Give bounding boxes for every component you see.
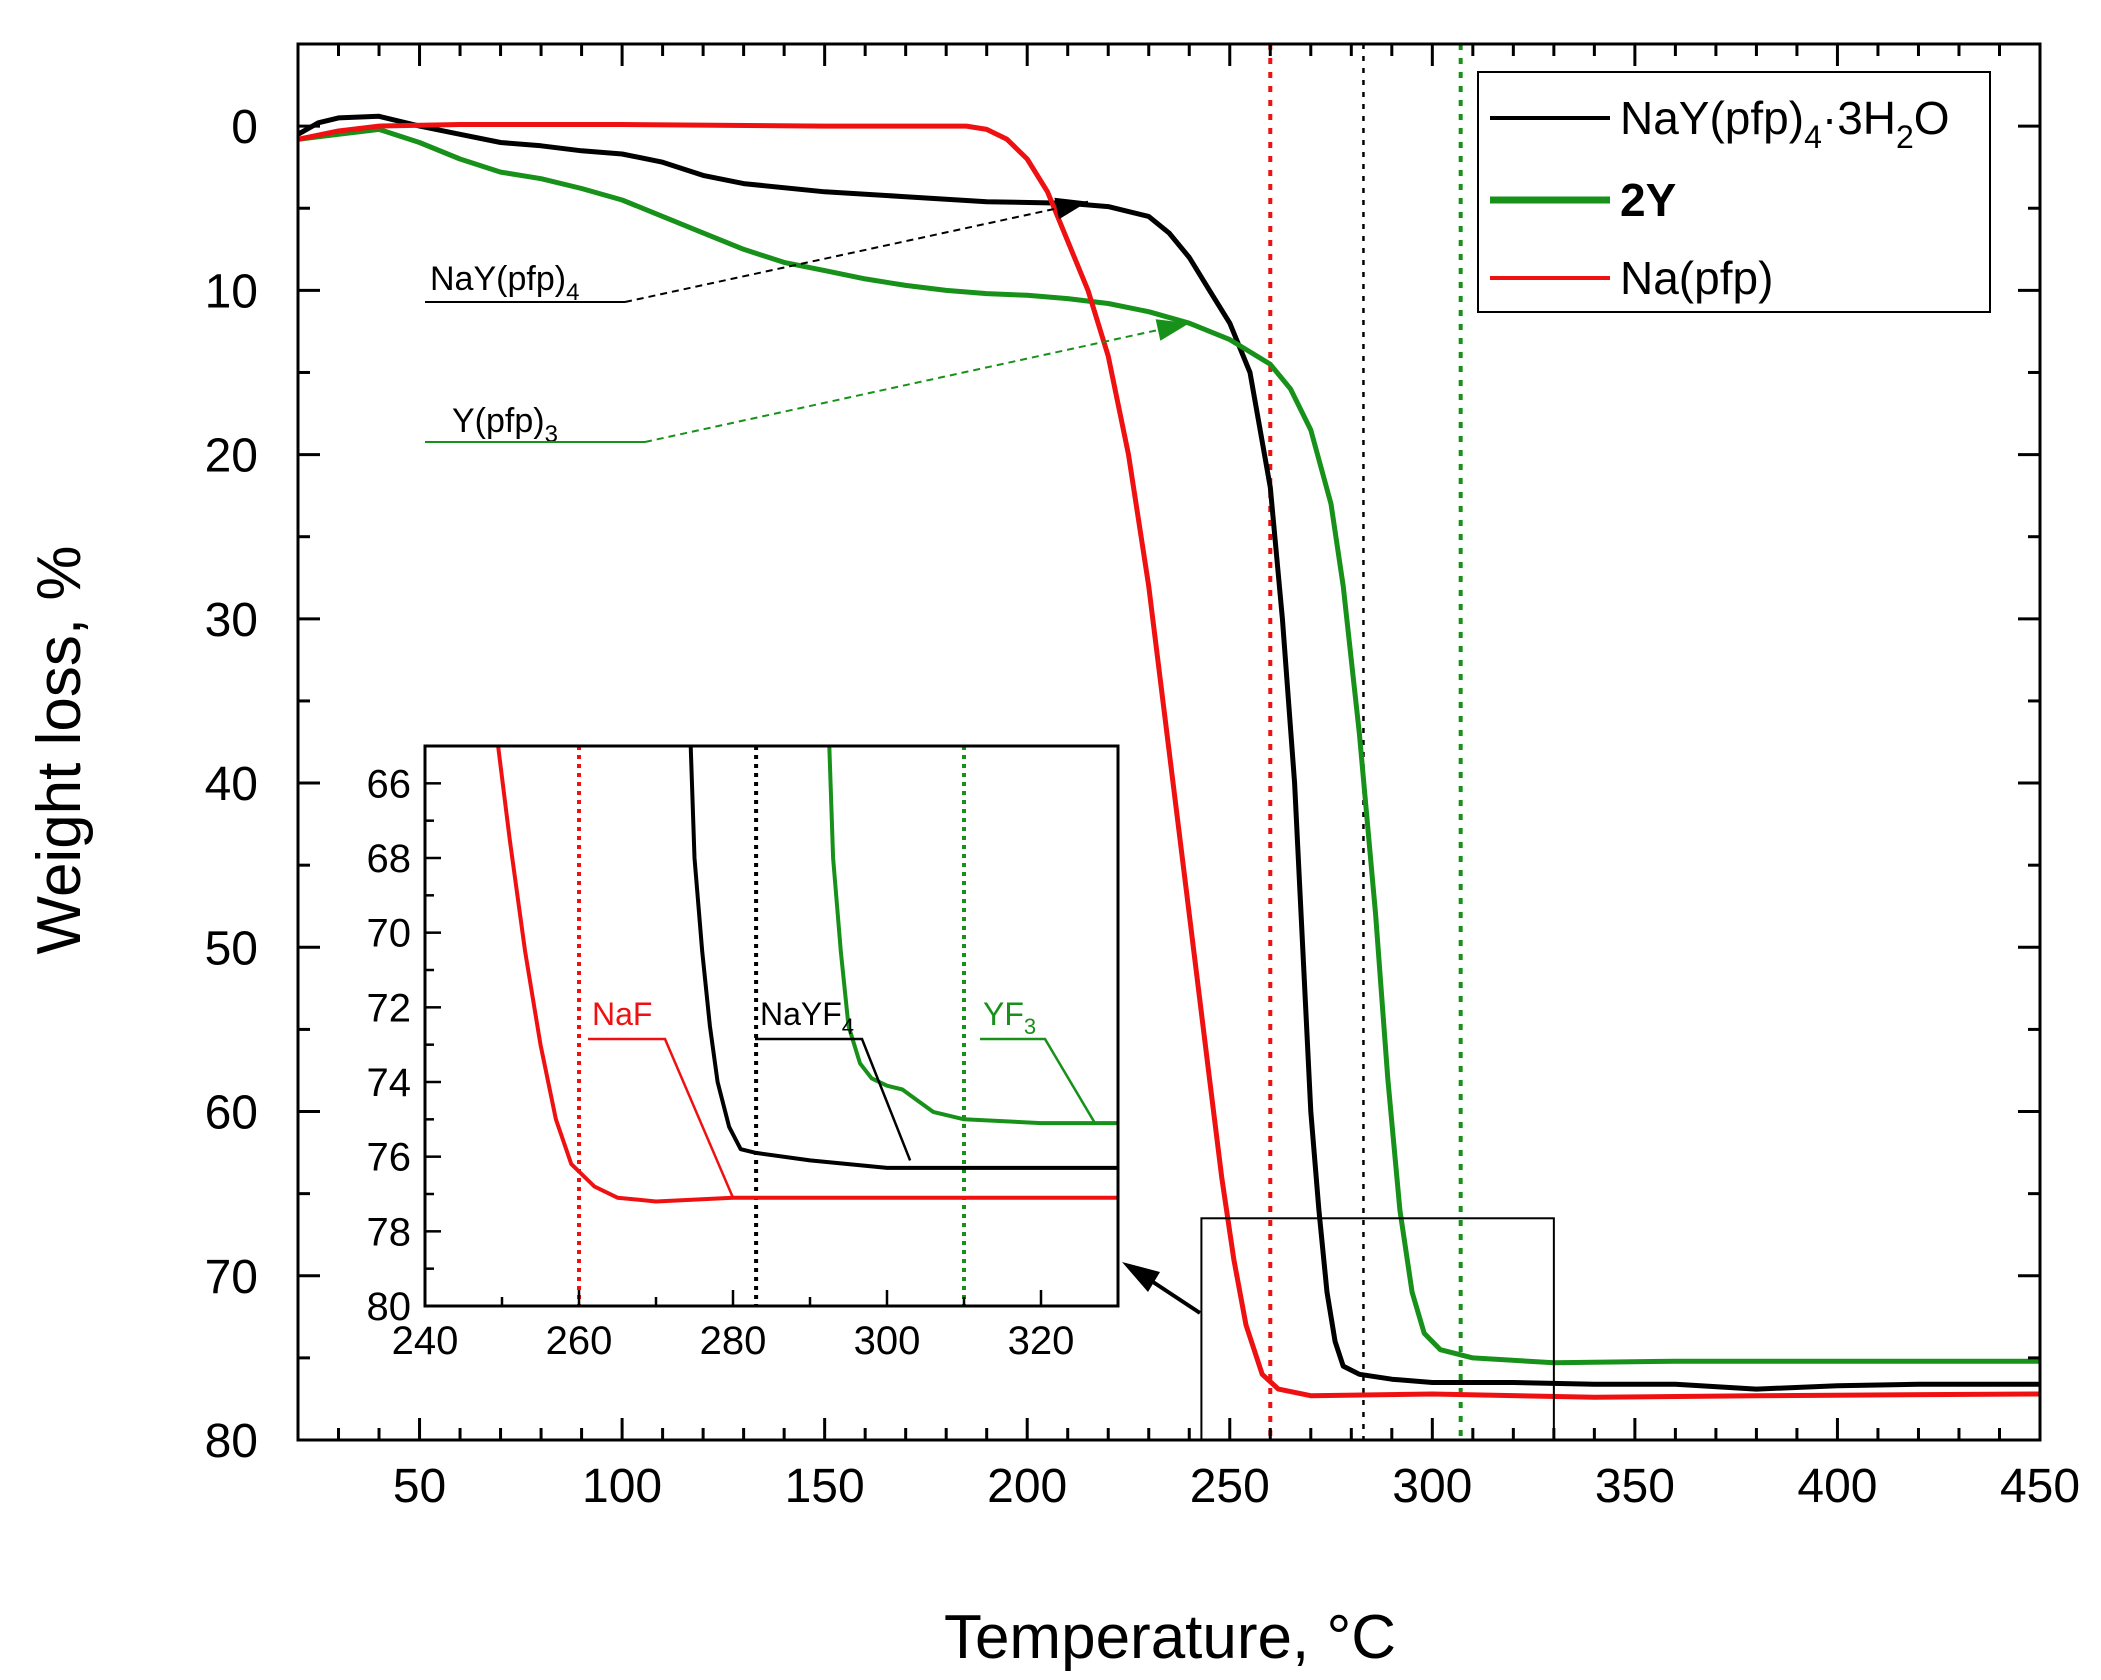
zoom-arrow-head [1122,1262,1160,1292]
series-line-2y [297,126,2040,1366]
inset-x-tick-label-320: 320 [1008,1319,1075,1363]
y-axis-title: Weight loss, % [25,546,94,955]
x-tick-label-50: 50 [393,1460,446,1513]
x-tick-label-400: 400 [1797,1460,1877,1513]
annotation-arrowhead-nay-pfp-4 [1054,197,1088,220]
inset-x-tick-label-280: 280 [700,1319,767,1363]
annotation-label-y-pfp-3: Y(pfp)3 [452,402,558,448]
x-tick-label-100: 100 [582,1460,662,1513]
series-line-na-pfp [297,122,2041,1400]
inset-label-naf: NaF [592,996,652,1032]
y-tick-label-80: 80 [205,1415,258,1468]
inset-y-tick-label-70: 70 [367,912,412,956]
x-axis-title: Temperature, °C [944,1603,1396,1672]
inset-y-tick-label-68: 68 [367,837,412,881]
annotation-text-y-pfp-3: Y(pfp) [452,402,545,440]
inset-y-tick-label-74: 74 [367,1061,412,1105]
annotation-subscript-nay-pfp-4: 4 [566,279,579,306]
legend-entry-2y: 2Y [1490,174,1676,226]
inset: NaF NaYF4 YF3 240 260 280 300 320 66 68 70 72 74 76 7… [367,742,1120,1363]
inset-label-leader-nayf4 [755,1037,912,1161]
inset-frame [423,744,1120,1308]
annotation-subscript-y-pfp-3: 3 [545,421,558,448]
y-tick-label-20: 20 [205,430,258,483]
zoom-box [1200,1217,1555,1441]
legend-entry-napfp: Na(pfp) [1490,252,1773,304]
inset-label-text-yf3: YF [983,996,1024,1032]
inset-series-line-nay-pfp-4-3h2o [688,745,1118,1170]
inset-label-text-nayf4: NaYF [760,996,842,1032]
legend-entry-nay: NaY(pfp)4·3H2O [1490,92,1950,155]
inset-x-tick-label-300: 300 [854,1319,921,1363]
inset-y-tick-label-80: 80 [367,1285,412,1329]
inset-label-nayf4: NaYF4 [760,996,854,1039]
y-tick-label-10: 10 [205,265,258,318]
inset-y-tick-label-72: 72 [367,986,412,1030]
legend-box [1477,71,1991,313]
inset-series-line-na-pfp [496,745,1118,1204]
series-line-nay-pfp-4-3h2o [296,113,2040,1392]
x-tick-label-200: 200 [987,1460,1067,1513]
inset-label-subscript-nayf4: 4 [842,1014,854,1039]
main-series-group [296,113,2041,1400]
x-tick-label-450: 450 [2000,1460,2080,1513]
legend-label-napfp: Na(pfp) [1620,252,1773,304]
y-tick-label-60: 60 [205,1087,258,1140]
zoom-arrow-line [1148,1278,1202,1315]
inset-x-tick-label-240: 240 [392,1319,459,1363]
zoom-box-group [1122,1217,1555,1441]
main-axes: 50 100 150 200 250 300 350 400 450 0 10 20 30 40 50 60 7… [205,42,2080,1513]
inset-y-tick-label-76: 76 [367,1136,412,1180]
annotation-text-nay-pfp-4: NaY(pfp) [430,260,566,298]
y-tick-label-30: 30 [205,594,258,647]
annotation-arrowhead-y-pfp-3 [1155,319,1190,341]
legend-label-nay: NaY(pfp)4·3H2O [1620,92,1950,155]
inset-series-line-2y [827,745,1118,1126]
inset-y-tick-label-66: 66 [367,762,412,806]
annotation-label-nay-pfp-4: NaY(pfp)4 [430,260,579,306]
y-tick-label-70: 70 [205,1251,258,1304]
x-tick-label-250: 250 [1190,1460,1270,1513]
inset-label-yf3: YF3 [983,996,1036,1039]
inset-series-group [496,745,1118,1204]
plot-frame [296,42,2042,1442]
inset-annotations: NaF NaYF4 YF3 [588,996,1096,1199]
inset-reference-lines [577,746,966,1306]
annotation-arrow-nay-pfp-4 [624,200,1089,303]
annotation-arrow-y-pfp-3 [644,322,1190,443]
inset-label-subscript-yf3: 3 [1024,1014,1036,1039]
inset-y-tick-label-78: 78 [367,1210,412,1254]
x-tick-label-300: 300 [1392,1460,1472,1513]
x-tick-label-350: 350 [1595,1460,1675,1513]
legend: NaY(pfp)4·3H2O 2Y Na(pfp) [1477,71,1991,313]
legend-label-2y: 2Y [1620,174,1676,226]
main-annotations: NaY(pfp)4 Y(pfp)3 [425,197,1190,448]
inset-x-tick-label-260: 260 [546,1319,613,1363]
y-tick-label-50: 50 [205,922,258,975]
main-reference-lines [1268,44,1463,1440]
inset-label-leader-naf [588,1037,735,1199]
x-tick-label-150: 150 [785,1460,865,1513]
inset-label-leader-yf3 [980,1037,1096,1124]
inset-axes: 240 260 280 300 320 66 68 70 72 74 76 78 80 [367,744,1120,1363]
inset-label-text-naf: NaF [592,996,652,1032]
y-tick-label-0: 0 [231,101,258,154]
y-tick-label-40: 40 [205,758,258,811]
